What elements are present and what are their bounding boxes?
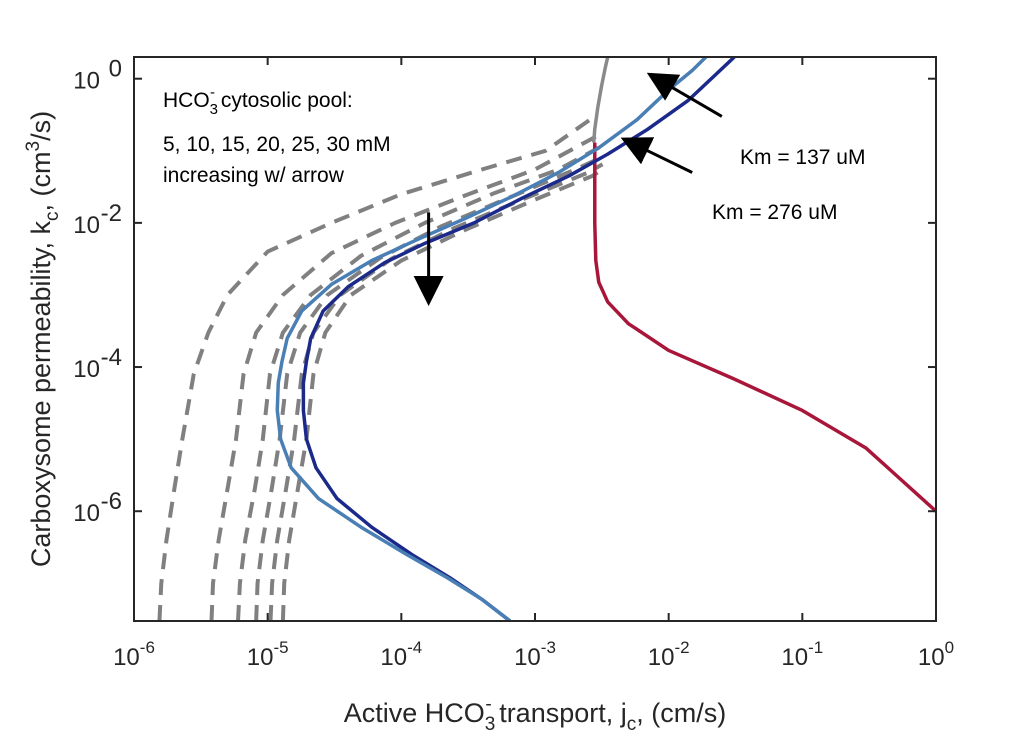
km276-annotation: Km = 276 uM [712,201,837,224]
pool-title-annotation: HCO3- cytosolic pool: [163,84,353,118]
km137-annotation: Km = 137 uM [740,146,865,169]
pool-note-annotation: increasing w/ arrow [163,164,345,187]
y-tick-exponent: -2 [101,200,122,227]
y-axis-label: Carboxysome permeability, kc, (cm3/s) [23,111,63,567]
y-tick-exponent: -4 [101,344,122,371]
x-axis-label: Active HCO3- transport, jc, (cm/s) [344,694,726,735]
x-tick-label: 100 [918,638,954,671]
annotation-arrow-1 [646,72,723,118]
y-tick-exponent: -6 [101,488,122,515]
y-tick-label: 10 [73,500,100,527]
series-line-dashed-1 [209,134,598,621]
series-line-dashed-0 [157,114,596,621]
series-line-gray_solid-9 [591,57,610,143]
series-line-km137-7 [275,57,708,621]
series-line-dashed-5 [280,166,606,621]
annotation-arrow-2 [620,137,693,174]
x-tick-label: 10-1 [781,638,823,671]
y-tick-exponent: 0 [109,56,122,83]
pool-values-annotation: 5, 10, 15, 20, 25, 30 mM [163,133,391,156]
series-line-dashed-2 [236,146,600,621]
series-line-km276-6 [301,57,736,621]
x-tick-label: 10-4 [380,638,422,671]
plot-background [134,57,936,621]
series-line-red-8 [593,142,936,513]
x-tick-label: 10-6 [113,638,155,671]
series-layer [157,57,936,621]
y-tick-label: 10 [73,356,100,383]
x-tick-label: 10-5 [247,638,289,671]
x-tick-label: 10-3 [514,638,556,671]
y-tick-label: 10 [73,68,100,95]
arrow-layer [413,72,723,307]
y-tick-label: 10 [73,212,100,239]
x-tick-label: 10-2 [648,638,690,671]
